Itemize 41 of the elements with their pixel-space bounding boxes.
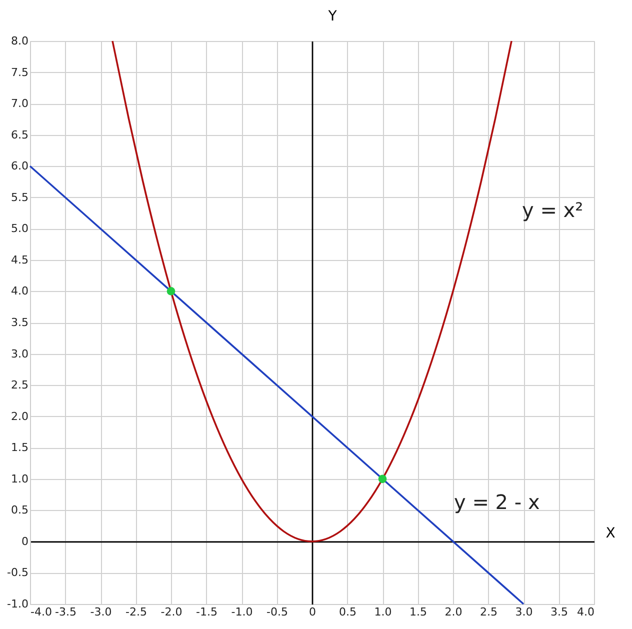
- y-tick-label: 1.0: [11, 472, 28, 486]
- y-tick-label: 5.5: [11, 190, 28, 204]
- x-axis-title: X: [606, 526, 616, 542]
- x-tick-label: 4.0: [577, 606, 594, 618]
- y-axis-title: Y: [327, 8, 338, 24]
- x-tick-label: 1.5: [410, 606, 427, 618]
- x-tick-label: 2.5: [480, 606, 498, 618]
- y-tick-label: 4.0: [11, 284, 28, 298]
- x-tick-label: 0: [309, 606, 316, 618]
- y-tick-label: 6.5: [11, 128, 28, 142]
- y-tick-label: 3.5: [11, 316, 28, 329]
- x-tick-label: -4.0: [30, 606, 52, 618]
- y-tick-label: 5.0: [11, 222, 28, 236]
- y-tick-label: -1.0: [7, 598, 28, 610]
- x-tick-label: 1.0: [374, 606, 392, 618]
- x-tick-label: -3.0: [90, 606, 112, 618]
- x-tick-label: -3.5: [55, 606, 76, 618]
- annotation: y = x²: [522, 198, 584, 222]
- y-tick-label: 0: [22, 534, 28, 548]
- y-tick-label: 6.0: [11, 160, 28, 173]
- y-tick-label: 7.5: [11, 66, 28, 79]
- y-tick-label: 1.5: [11, 441, 28, 454]
- y-tick-label: 2.5: [11, 378, 28, 392]
- y-tick-label: 8.0: [11, 34, 28, 48]
- line-series: [112, 40, 512, 542]
- annotation: y = 2 - x: [454, 490, 540, 514]
- y-tick-label: 0.5: [11, 504, 28, 517]
- x-tick-label: -0.5: [266, 606, 288, 618]
- y-tick-label: 3.0: [11, 347, 28, 360]
- y-tick-label: -0.5: [7, 566, 28, 580]
- x-tick-label: 2.0: [444, 606, 462, 618]
- x-tick-label: -1.0: [231, 606, 253, 618]
- x-tick-label: -2.0: [160, 606, 182, 618]
- x-tick-label: -2.5: [126, 606, 147, 618]
- y-tick-label: 2.0: [11, 410, 28, 423]
- y-tick-label: 7.0: [11, 97, 28, 110]
- x-tick-label: 3.0: [515, 606, 533, 618]
- y-tick-label: 4.5: [11, 253, 28, 266]
- x-tick-label: -1.5: [196, 606, 218, 618]
- x-tick-label: 0.5: [339, 606, 356, 618]
- x-tick-label: 3.5: [550, 606, 568, 618]
